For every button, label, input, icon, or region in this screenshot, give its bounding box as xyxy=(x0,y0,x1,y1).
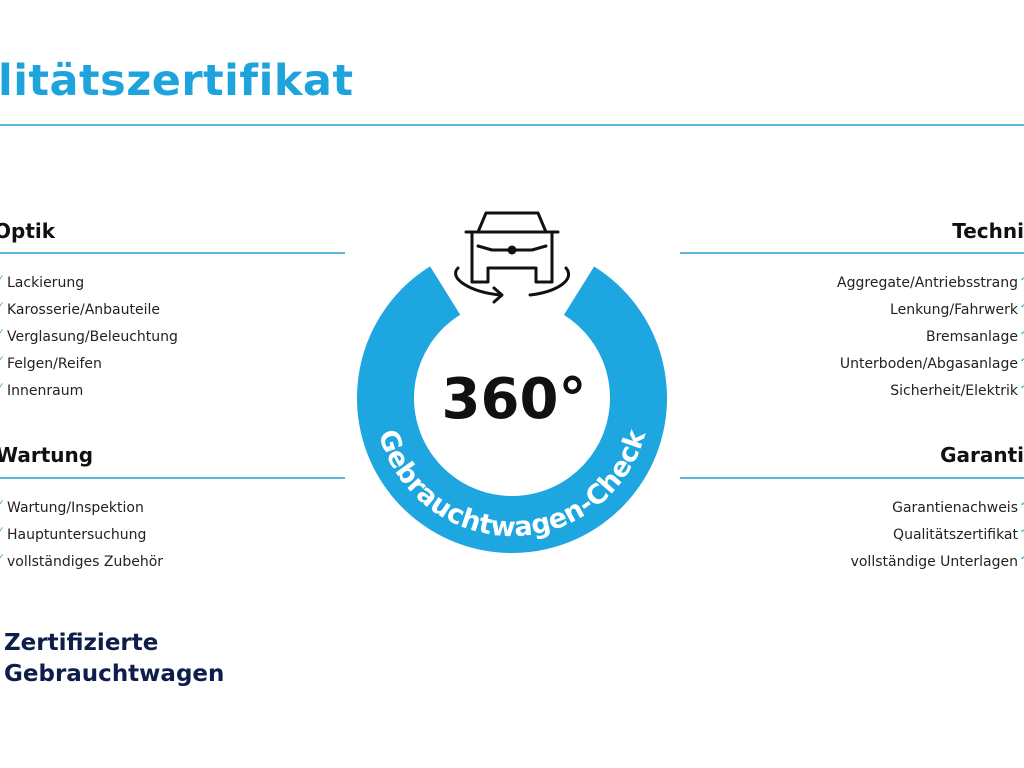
check-icon: ✓ xyxy=(0,274,5,284)
checklist-item: Lenkung/Fahrwerk xyxy=(890,302,1018,318)
brand-line-2: Gebrauchtwagen xyxy=(4,661,225,687)
section-divider xyxy=(0,252,345,254)
check-icon: ✓ xyxy=(0,328,5,338)
brand-line-1: Zertifizierte xyxy=(4,630,159,656)
checklist-item: Innenraum xyxy=(7,383,84,399)
checklist-item: Unterboden/Abgasanlage xyxy=(839,356,1018,372)
checklist-item: Qualitätszertifikat xyxy=(893,527,1018,543)
check-icon: ✓ xyxy=(0,526,5,536)
360-check-badge: Gebrauchtwagen-Check 360° xyxy=(357,211,667,553)
car-rotate-icon xyxy=(454,211,570,304)
check-icon: ✓ xyxy=(0,355,5,365)
check-icon: ✓ xyxy=(1020,301,1024,311)
checklist-item: Karosserie/Anbauteile xyxy=(7,302,160,318)
page-title: litätszertifikat xyxy=(0,56,354,106)
check-icon: ✓ xyxy=(0,499,5,509)
checklist-item: Lackierung xyxy=(7,275,85,291)
checklist-item: Hauptuntersuchung xyxy=(7,527,147,543)
badge-degrees: 360° xyxy=(442,367,587,432)
badge-ring xyxy=(357,243,667,553)
section-divider xyxy=(680,477,1024,479)
section-divider xyxy=(680,252,1024,254)
check-icon: ✓ xyxy=(1020,499,1024,509)
checklist-item: Sicherheit/Elektrik xyxy=(890,383,1018,399)
checklist-item: Bremsanlage xyxy=(925,329,1018,345)
check-icon: ✓ xyxy=(1020,382,1024,392)
section-heading-technik: Techni xyxy=(952,219,1024,243)
checklist-item: Felgen/Reifen xyxy=(7,356,102,372)
section-heading-optik: Optik xyxy=(0,219,56,243)
checklist-item: Aggregate/Antriebsstrang xyxy=(837,275,1018,291)
checklist-item: vollständiges Zubehör xyxy=(7,554,164,570)
check-icon: ✓ xyxy=(1020,328,1024,338)
check-icon: ✓ xyxy=(0,301,5,311)
check-icon: ✓ xyxy=(0,553,5,563)
title-divider xyxy=(0,124,1024,126)
checklist-item: Garantienachweis xyxy=(892,500,1018,516)
check-icon: ✓ xyxy=(1020,553,1024,563)
checklist-item: Wartung/Inspektion xyxy=(7,500,144,516)
section-heading-wartung: Wartung xyxy=(0,443,94,467)
checklist-item: Verglasung/Beleuchtung xyxy=(7,329,178,345)
section-divider xyxy=(0,477,345,479)
check-icon: ✓ xyxy=(0,382,5,392)
check-icon: ✓ xyxy=(1020,355,1024,365)
checklist-item: vollständige Unterlagen xyxy=(850,554,1018,570)
check-icon: ✓ xyxy=(1020,274,1024,284)
check-icon: ✓ xyxy=(1020,526,1024,536)
brand-label: Zertifizierte Gebrauchtwagen xyxy=(4,628,224,690)
section-heading-garantie: Garanti xyxy=(940,443,1024,467)
